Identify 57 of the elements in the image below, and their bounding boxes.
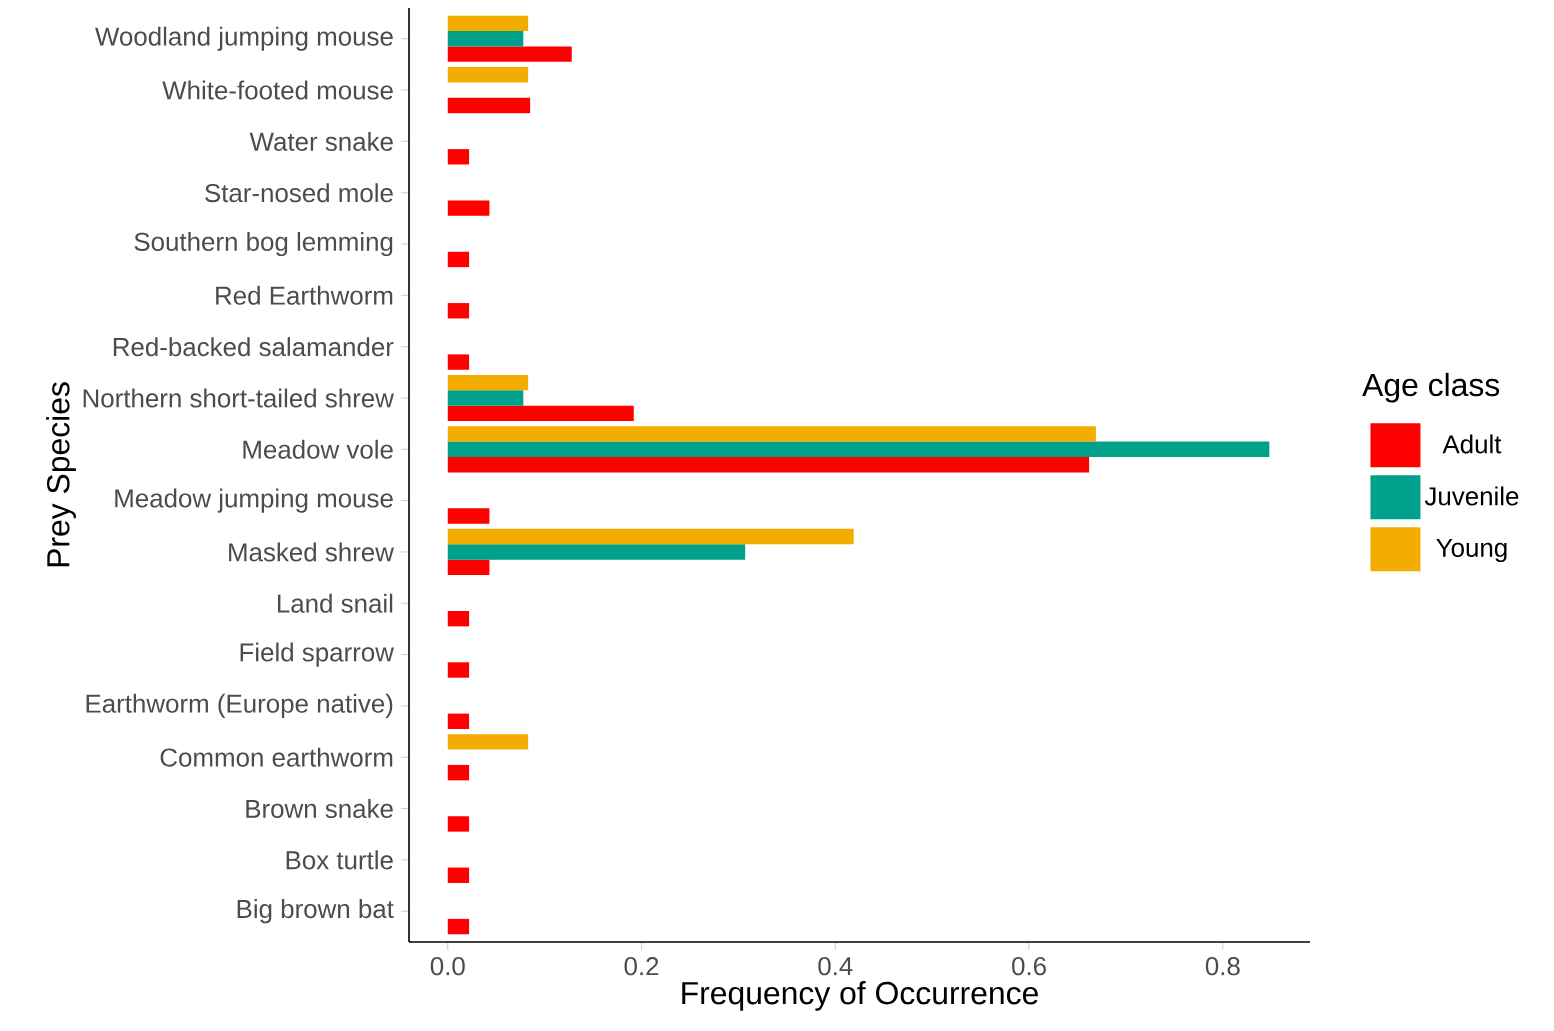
y-tick-label: Land snail <box>278 593 393 613</box>
y-tick-label: Box turtle <box>286 850 393 870</box>
y-axis-title: Prey Species <box>46 382 76 567</box>
y-tick-label: Star-nosed mole <box>205 183 393 203</box>
bar <box>447 426 1096 442</box>
x-tick-label: 0.6 <box>1012 957 1046 976</box>
bar <box>447 15 529 32</box>
y-tick-label: Big brown bat <box>237 899 394 924</box>
bar <box>447 251 470 268</box>
bar <box>447 816 470 832</box>
bar <box>447 66 529 83</box>
bar <box>447 31 524 47</box>
bar <box>447 46 572 62</box>
bar <box>447 918 470 935</box>
bar <box>447 544 746 560</box>
bar <box>447 610 470 627</box>
bar <box>447 867 470 883</box>
y-tick-label: Common earthworm <box>160 747 393 767</box>
y-tick-label: Southern bog lemming <box>134 231 393 257</box>
y-tick-label: Earthworm (Europe native) <box>86 693 393 718</box>
y-tick-label: Woodland jumping mouse <box>95 26 393 51</box>
legend-label: Juvenile <box>1424 486 1519 506</box>
bar <box>447 508 490 524</box>
bar <box>447 713 470 730</box>
bar <box>447 354 470 370</box>
y-tick-label: Northern short-tailed shrew <box>83 388 394 408</box>
y-tick-label: Brown snake <box>246 799 393 819</box>
bar <box>447 764 470 781</box>
bar <box>447 390 524 406</box>
x-tick-label: 0.0 <box>430 957 465 976</box>
legend-label: Adult <box>1442 434 1502 454</box>
bar <box>447 200 490 216</box>
bar <box>447 734 529 750</box>
x-tick-label: 0.4 <box>818 957 853 976</box>
y-tick-label: Water snake <box>249 131 393 151</box>
bar <box>447 457 1090 473</box>
y-tick-label: Meadow vole <box>243 439 393 459</box>
bar <box>447 662 470 678</box>
bar <box>447 405 634 422</box>
y-tick-label: Field sparrow <box>240 642 394 667</box>
bar <box>447 528 854 545</box>
y-tick-label: Meadow jumping mouse <box>115 488 393 513</box>
y-tick-label: Red-backed salamander <box>113 337 394 357</box>
y-tick-label: White-footed mouse <box>162 80 393 100</box>
x-axis-title: Frequency of Occurrence <box>682 981 1038 1011</box>
bar <box>447 97 531 114</box>
legend-title: Age class <box>1362 372 1500 403</box>
bar <box>447 374 529 391</box>
legend-label: Young <box>1436 538 1507 563</box>
y-tick-label: Red Earthworm <box>216 285 393 305</box>
x-tick-label: 0.8 <box>1205 957 1240 976</box>
y-tick-label: Masked shrew <box>229 542 394 562</box>
bar <box>447 149 470 165</box>
bar <box>447 441 1270 458</box>
x-tick-label: 0.2 <box>624 957 659 976</box>
bar <box>447 303 470 319</box>
bar <box>447 559 490 576</box>
